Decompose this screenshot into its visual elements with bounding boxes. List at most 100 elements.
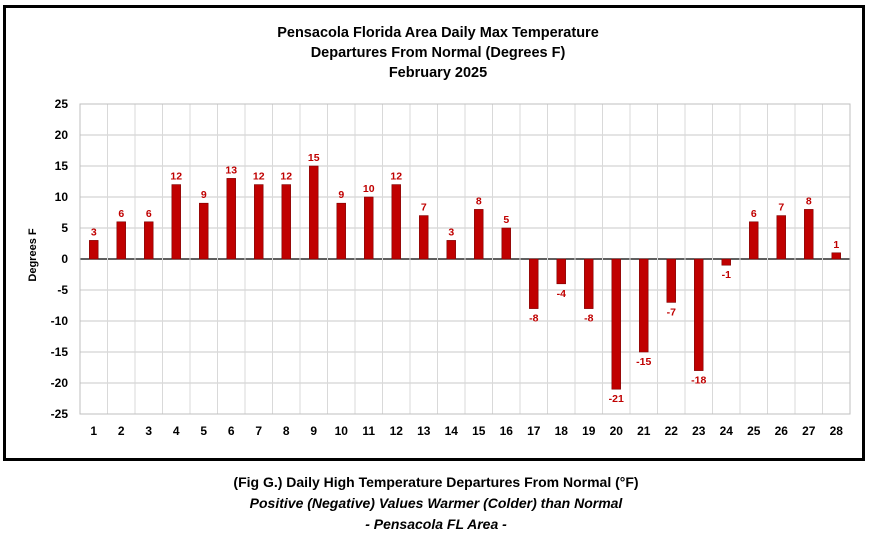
bar	[116, 221, 126, 260]
data-label: -8	[584, 313, 593, 325]
bar	[336, 202, 346, 260]
caption-line-1: (Fig G.) Daily High Temperature Departur…	[233, 474, 639, 490]
x-tick-label: 2	[118, 424, 125, 438]
chart-title-line-1: Pensacola Florida Area Daily Max Tempera…	[277, 25, 599, 41]
data-label: 9	[201, 189, 207, 201]
y-axis-title: Degrees F	[27, 228, 39, 281]
data-label: 3	[91, 226, 97, 238]
x-tick-label: 26	[775, 424, 789, 438]
caption-line-3: - Pensacola FL Area -	[365, 516, 507, 532]
x-tick-label: 5	[200, 424, 207, 438]
y-tick-labels: 25 20 15 10 5 0 -5 -10 -15 -20 -25	[51, 97, 69, 421]
data-label: 12	[280, 171, 292, 183]
bar	[501, 227, 511, 260]
data-label: 12	[253, 171, 265, 183]
bar	[364, 196, 374, 260]
x-tick-label: 16	[500, 424, 514, 438]
bar	[281, 184, 291, 260]
x-tick-label: 4	[173, 424, 180, 438]
bar	[584, 258, 594, 309]
y-tick-label: -5	[57, 283, 68, 297]
data-label: 8	[476, 195, 482, 207]
x-tick-label: 6	[228, 424, 235, 438]
data-label: 12	[390, 171, 402, 183]
bar	[804, 209, 814, 260]
bar	[529, 258, 539, 309]
x-tick-label: 18	[555, 424, 569, 438]
x-tick-label: 1	[90, 424, 97, 438]
data-label: -15	[636, 356, 651, 368]
x-tick-label: 27	[802, 424, 816, 438]
bar	[391, 184, 401, 260]
chart-title-line-3: February 2025	[389, 65, 487, 81]
data-label: 15	[308, 152, 320, 164]
bar	[144, 221, 154, 260]
x-tick-label: 9	[310, 424, 317, 438]
x-tick-label: 28	[830, 424, 844, 438]
bar	[749, 221, 759, 260]
x-tick-label: 19	[582, 424, 596, 438]
data-label: -18	[691, 375, 706, 387]
bar	[89, 240, 99, 260]
y-tick-label: 5	[61, 221, 68, 235]
bar	[666, 258, 676, 303]
x-tick-label: 11	[362, 424, 375, 438]
bar	[226, 178, 236, 260]
bar	[474, 209, 484, 260]
data-label: -7	[667, 306, 676, 318]
data-label: 6	[118, 208, 124, 220]
x-tick-label: 25	[747, 424, 761, 438]
bar	[419, 215, 429, 260]
x-tick-label: 23	[692, 424, 706, 438]
data-label: -21	[609, 393, 624, 405]
y-tick-label: -10	[51, 314, 69, 328]
y-tick-label: -25	[51, 407, 69, 421]
bar	[446, 240, 456, 260]
data-label: -1	[722, 269, 731, 281]
y-tick-label: 20	[55, 128, 69, 142]
x-tick-label: 8	[283, 424, 290, 438]
caption-line-2: Positive (Negative) Values Warmer (Colde…	[249, 495, 623, 511]
gridlines	[79, 103, 851, 415]
chart-title-line-2: Departures From Normal (Degrees F)	[311, 45, 566, 61]
data-label: 13	[225, 164, 237, 176]
data-label: 7	[421, 202, 427, 214]
x-tick-label: 14	[445, 424, 459, 438]
data-label: 8	[806, 195, 812, 207]
figure-caption: (Fig G.) Daily High Temperature Departur…	[0, 472, 872, 535]
y-tick-label: 10	[55, 190, 69, 204]
data-label: 12	[170, 171, 182, 183]
y-tick-label: 25	[55, 97, 69, 111]
y-tick-label: 0	[61, 252, 68, 266]
bar	[556, 258, 566, 285]
data-label: -8	[529, 313, 538, 325]
y-tick-label: 15	[55, 159, 69, 173]
bar	[199, 202, 209, 260]
data-label: -4	[557, 288, 566, 300]
data-label: 9	[338, 189, 344, 201]
chart-svg: Pensacola Florida Area Daily Max Tempera…	[27, 25, 851, 438]
data-label: 10	[363, 183, 375, 195]
x-tick-label: 24	[720, 424, 734, 438]
x-tick-label: 10	[335, 424, 349, 438]
x-tick-label: 15	[472, 424, 486, 438]
bar	[776, 215, 786, 260]
bar	[639, 258, 649, 353]
bar	[611, 258, 621, 390]
data-label: 5	[503, 214, 509, 226]
bar	[171, 184, 181, 260]
plot-area-border	[79, 103, 851, 415]
bar	[309, 165, 319, 260]
bar	[831, 252, 841, 260]
x-tick-label: 12	[390, 424, 404, 438]
x-tick-label: 21	[637, 424, 651, 438]
x-tick-label: 17	[527, 424, 541, 438]
data-label: 1	[833, 239, 839, 251]
data-label: 6	[751, 208, 757, 220]
x-tick-label: 7	[255, 424, 262, 438]
bar	[721, 258, 731, 266]
x-tick-label: 20	[610, 424, 624, 438]
bar	[254, 184, 264, 260]
x-tick-label: 13	[417, 424, 431, 438]
